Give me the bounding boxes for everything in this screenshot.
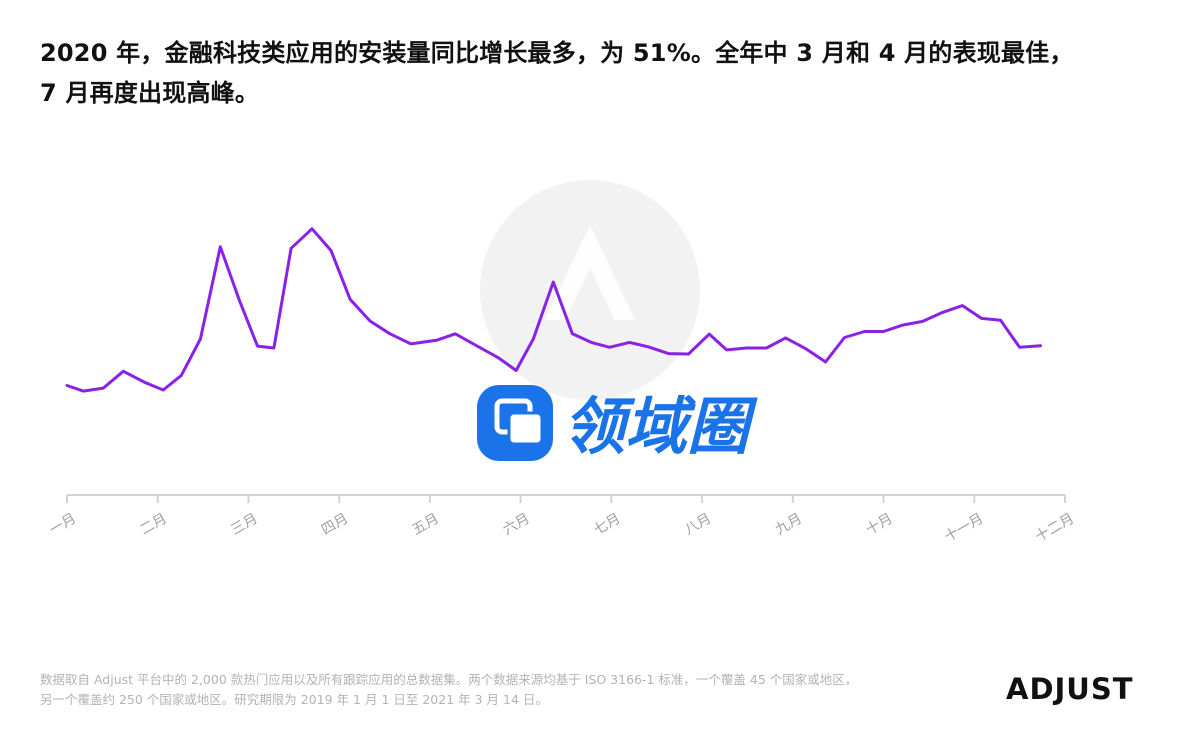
x-tick-label: 五月 [410,511,442,539]
x-tick-label: 十一月 [942,511,986,546]
title-line-2: 7 月再度出现高峰。 [40,79,260,107]
data-point [725,348,728,352]
data-point [161,388,165,392]
data-point [571,332,574,335]
data-point [843,336,846,339]
data-point [745,346,748,350]
data-point [102,386,105,390]
footnote-line-1: 数据取自 Adjust 平台中的 2,000 款热门应用以及所有跟踪应用的总数据… [40,672,858,687]
data-point [368,319,372,323]
data-point [435,338,439,342]
x-tick-label: 七月 [591,511,623,539]
x-axis-ticks [66,495,1066,503]
data-point [272,346,276,350]
data-point [199,337,202,341]
data-point [882,330,885,333]
x-tick-label: 六月 [500,511,532,539]
data-point [687,352,690,356]
watermark-text: 领域圈 [563,390,758,463]
data-point [901,323,904,327]
data-point [863,330,866,333]
data-point [532,337,535,341]
data-point [805,347,808,351]
title-line-1: 2020 年，金融科技类应用的安装量同比增长最多，为 51%。全年中 3 月和 … [40,39,1074,67]
data-point [590,341,593,344]
data-point [122,370,125,373]
background-watermark-mark [545,225,635,320]
data-point [238,299,241,302]
data-point [143,381,147,384]
data-point [388,332,392,335]
x-tick-label: 一月 [47,511,79,539]
data-point [628,341,631,344]
x-tick-label: 九月 [773,511,805,539]
data-point [65,384,69,387]
data-point [82,389,85,393]
chart-title: 2020 年，金融科技类应用的安装量同比增长最多，为 51%。全年中 3 月和 … [40,33,1140,113]
data-point [667,352,670,355]
line-chart: 一月 二月 三月 四月 五月 六月 七月 八月 九月 十月 十一月 十二月 领域圈 [47,180,1077,546]
data-point [310,227,314,230]
data-point [219,245,222,248]
x-tick-label: 十二月 [1033,511,1077,546]
x-tick-label: 八月 [682,511,714,539]
x-tick-label: 三月 [228,511,260,539]
adjust-logo: ADJUST [1006,672,1134,706]
data-point [329,249,333,252]
data-point [824,360,827,364]
data-point [256,344,259,348]
data-point [921,320,924,323]
data-point [180,374,183,377]
data-point [474,343,477,347]
data-point [784,336,787,340]
x-tick-label: 十月 [863,511,895,539]
data-point [980,317,983,320]
x-tick-label: 二月 [137,511,169,539]
data-point [608,346,611,349]
source-footnote: 数据取自 Adjust 平台中的 2,000 款热门应用以及所有跟踪应用的总数据… [40,670,980,710]
data-point [497,356,501,360]
series-points [65,227,1042,393]
x-axis-tick-labels: 一月 二月 三月 四月 五月 六月 七月 八月 九月 十月 十一月 十二月 [47,511,1077,546]
data-point [454,332,457,335]
data-point [409,342,413,346]
data-point [514,369,518,372]
data-point [289,247,293,250]
data-point [765,346,768,350]
data-point [961,304,964,307]
data-point [941,311,944,314]
data-point [552,280,555,284]
data-point [1039,344,1042,347]
data-point [999,319,1002,322]
data-point [647,345,650,349]
data-point [708,332,711,336]
data-point [1018,346,1021,349]
footnote-line-2: 另一个覆盖约 250 个国家或地区。研究期限为 2019 年 1 月 1 日至 … [40,692,548,707]
x-tick-label: 四月 [319,511,351,539]
data-point [348,298,352,301]
overlay-watermark: 领域圈 [477,385,758,463]
